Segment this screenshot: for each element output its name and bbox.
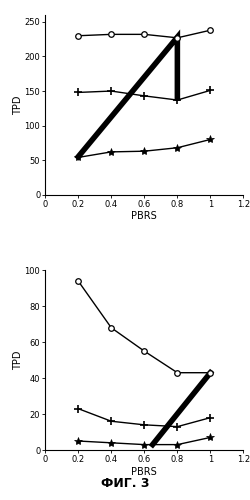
Y-axis label: TPD: TPD (13, 350, 23, 370)
X-axis label: PBRS: PBRS (131, 466, 156, 476)
Text: ФИГ. 3: ФИГ. 3 (101, 477, 149, 490)
Y-axis label: TPD: TPD (13, 95, 23, 114)
X-axis label: PBRS: PBRS (131, 212, 156, 222)
